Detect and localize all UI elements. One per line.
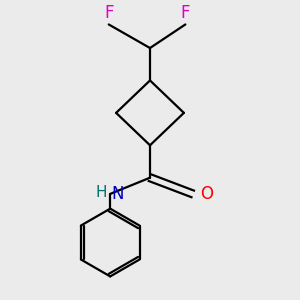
Text: H: H [96,185,107,200]
Text: O: O [200,185,213,203]
Text: N: N [112,185,124,203]
Text: F: F [104,4,113,22]
Text: F: F [181,4,190,22]
